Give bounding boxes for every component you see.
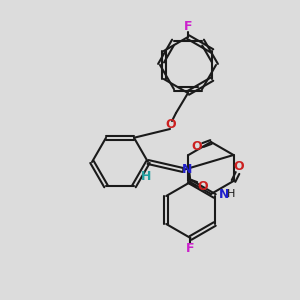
Text: N: N bbox=[219, 188, 230, 200]
Text: F: F bbox=[184, 20, 192, 34]
Text: O: O bbox=[192, 140, 202, 154]
Text: O: O bbox=[197, 179, 208, 193]
Text: H: H bbox=[227, 189, 236, 199]
Text: N: N bbox=[182, 163, 193, 176]
Text: H: H bbox=[141, 169, 151, 182]
Text: O: O bbox=[233, 160, 244, 173]
Text: O: O bbox=[166, 118, 176, 131]
Text: F: F bbox=[186, 242, 195, 254]
